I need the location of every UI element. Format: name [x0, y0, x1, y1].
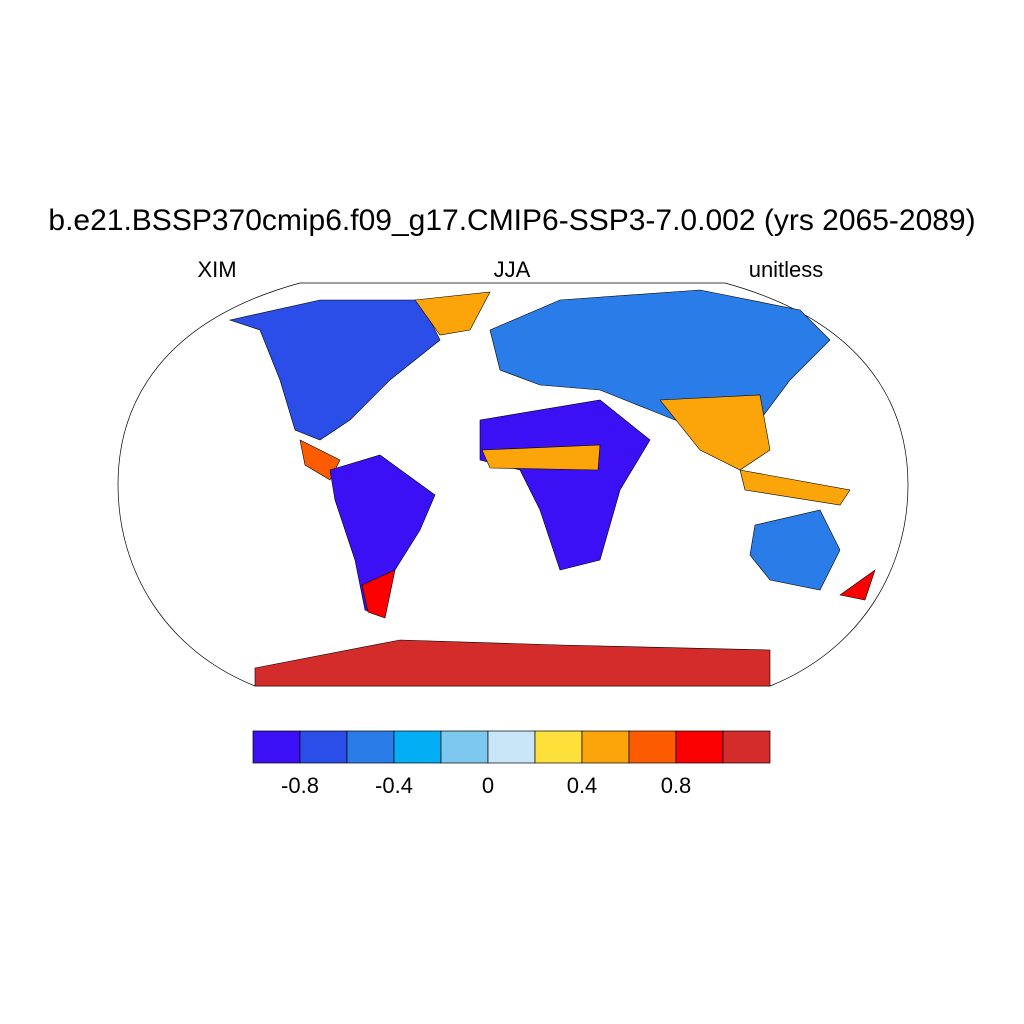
- colorbar-tick-label: -0.8: [281, 773, 319, 798]
- colorbar-box: [675, 730, 724, 764]
- new-zealand: [839, 569, 876, 601]
- colorbar-tick-label: 0: [482, 773, 494, 798]
- maritime-asia: [739, 469, 851, 506]
- colorbar-box: [393, 730, 442, 764]
- colorbar-box: [346, 730, 395, 764]
- colorbar: -0.8 -0.4 0 0.4 0.8: [252, 730, 771, 798]
- colorbar-box: [581, 730, 630, 764]
- sahel: [481, 444, 601, 471]
- left-string: XIM: [197, 257, 236, 282]
- antarctica: [254, 639, 771, 687]
- colorbar-box: [628, 730, 677, 764]
- colorbar-box: [722, 730, 771, 764]
- colorbar-box: [299, 730, 348, 764]
- australia: [749, 509, 841, 591]
- title: b.e21.BSSP370cmip6.f09_g17.CMIP6-SSP3-7.…: [48, 204, 975, 237]
- colorbar-box: [487, 730, 536, 764]
- colorbar-tick-label: 0.8: [661, 773, 692, 798]
- right-string: unitless: [749, 257, 824, 282]
- south-asia: [659, 394, 771, 471]
- colorbar-box: [252, 730, 301, 764]
- center-string: JJA: [494, 257, 531, 282]
- colorbar-box: [440, 730, 489, 764]
- colorbar-tick-label: -0.4: [375, 773, 413, 798]
- greenland: [414, 291, 491, 336]
- map: [117, 282, 909, 687]
- patagonia: [361, 569, 396, 619]
- north-america: [228, 299, 441, 441]
- colorbar-box: [534, 730, 583, 764]
- colorbar-tick-label: 0.4: [567, 773, 598, 798]
